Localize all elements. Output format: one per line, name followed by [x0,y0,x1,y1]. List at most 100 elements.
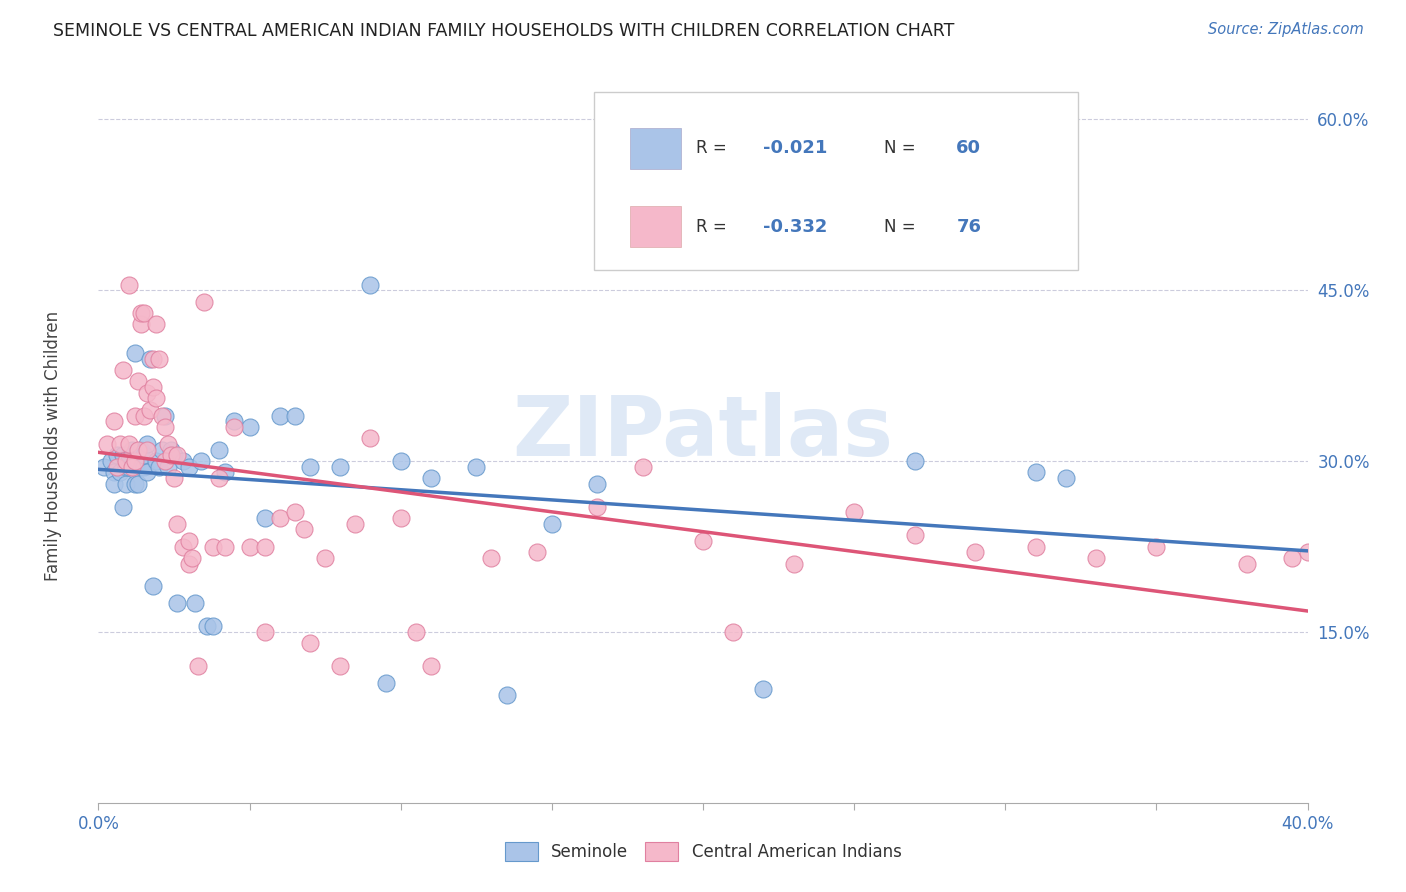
Point [118,449,141,463]
Point [1281,550,1303,565]
Point [166,516,188,531]
Point [253,540,276,554]
Point [124,346,146,360]
Text: R =: R = [696,218,733,235]
Point [153,420,176,434]
Legend: Seminole, Central American Indians: Seminole, Central American Indians [505,842,901,861]
Point [145,318,167,332]
Point [299,636,322,650]
Point [114,459,136,474]
Point [139,402,162,417]
Point [224,420,246,434]
Text: ZIPatlas: ZIPatlas [513,392,893,473]
Point [179,459,201,474]
Point [284,505,307,519]
Point [344,516,367,531]
Point [495,688,517,702]
Point [179,533,201,548]
Point [844,505,866,519]
Point [111,500,134,514]
Point [145,392,167,406]
Point [135,437,157,451]
Point [153,454,176,468]
Point [145,454,167,468]
Text: 60: 60 [956,139,981,157]
Point [129,442,152,457]
Point [214,540,236,554]
Text: N =: N = [884,139,921,157]
Point [124,409,146,423]
Point [132,306,155,320]
Point [139,351,162,366]
Point [163,471,186,485]
Point [153,409,176,423]
Point [752,681,775,696]
Point [526,545,548,559]
Point [389,511,412,525]
Point [150,409,173,423]
Point [214,466,236,480]
Point [132,459,155,474]
Point [239,420,262,434]
Point [124,476,146,491]
Point [389,454,412,468]
Point [118,277,141,292]
Point [586,500,609,514]
Text: Family Households with Children: Family Households with Children [45,311,62,581]
Point [292,523,315,537]
Point [135,466,157,480]
Point [1085,550,1108,565]
Point [129,318,152,332]
Point [783,557,806,571]
Point [135,442,157,457]
Point [269,511,291,525]
Text: -0.332: -0.332 [763,218,827,235]
Point [103,414,125,428]
Point [129,459,152,474]
Point [93,459,115,474]
Point [148,351,170,366]
FancyBboxPatch shape [630,128,681,169]
Point [187,659,209,673]
Point [1054,471,1077,485]
Point [108,437,131,451]
Point [166,449,188,463]
Point [127,476,149,491]
Point [105,459,128,474]
Text: Source: ZipAtlas.com: Source: ZipAtlas.com [1208,22,1364,37]
Point [540,516,562,531]
FancyBboxPatch shape [595,92,1078,269]
Text: R =: R = [696,139,733,157]
Text: -0.021: -0.021 [763,139,827,157]
Text: 76: 76 [956,218,981,235]
Point [723,624,745,639]
Point [118,437,141,451]
Point [1024,466,1046,480]
Point [253,624,276,639]
Point [195,619,218,633]
Point [202,540,225,554]
Text: SEMINOLE VS CENTRAL AMERICAN INDIAN FAMILY HOUSEHOLDS WITH CHILDREN CORRELATION : SEMINOLE VS CENTRAL AMERICAN INDIAN FAMI… [53,22,955,40]
Point [100,454,122,468]
Point [208,471,231,485]
Point [96,437,118,451]
Point [118,459,141,474]
Point [420,471,443,485]
Point [142,351,165,366]
Point [114,454,136,468]
Point [692,533,714,548]
Text: N =: N = [884,218,921,235]
Point [135,385,157,400]
Point [965,545,987,559]
Point [163,449,186,463]
Point [420,659,443,673]
Point [202,619,225,633]
Point [124,454,146,468]
Point [103,476,125,491]
Point [127,454,149,468]
FancyBboxPatch shape [630,206,681,247]
Point [299,459,322,474]
Point [105,449,128,463]
Point [631,459,654,474]
Point [184,597,207,611]
